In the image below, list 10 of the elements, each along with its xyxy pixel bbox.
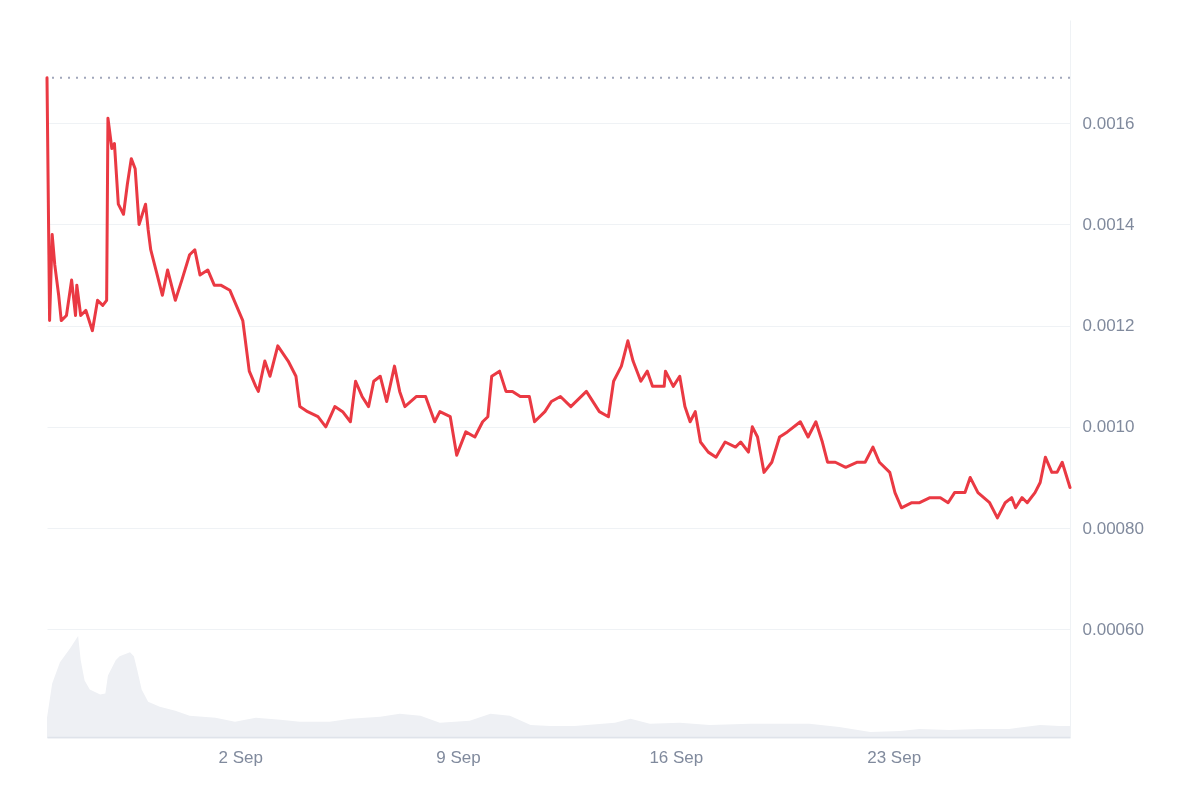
x-tick-label: 16 Sep xyxy=(649,747,704,767)
y-tick-label: 0.0012 xyxy=(1082,316,1135,336)
x-tick-label: 2 Sep xyxy=(218,747,263,767)
y-tick-label: 0.0016 xyxy=(1082,113,1135,133)
y-tick-label: 0.00060 xyxy=(1082,619,1144,639)
x-tick-label: 9 Sep xyxy=(436,747,481,767)
y-tick-label: 0.0014 xyxy=(1082,214,1135,234)
y-tick-label: 0.0010 xyxy=(1082,417,1135,437)
y-tick-label: 0.00080 xyxy=(1082,518,1144,538)
x-tick-label: 23 Sep xyxy=(867,747,922,767)
